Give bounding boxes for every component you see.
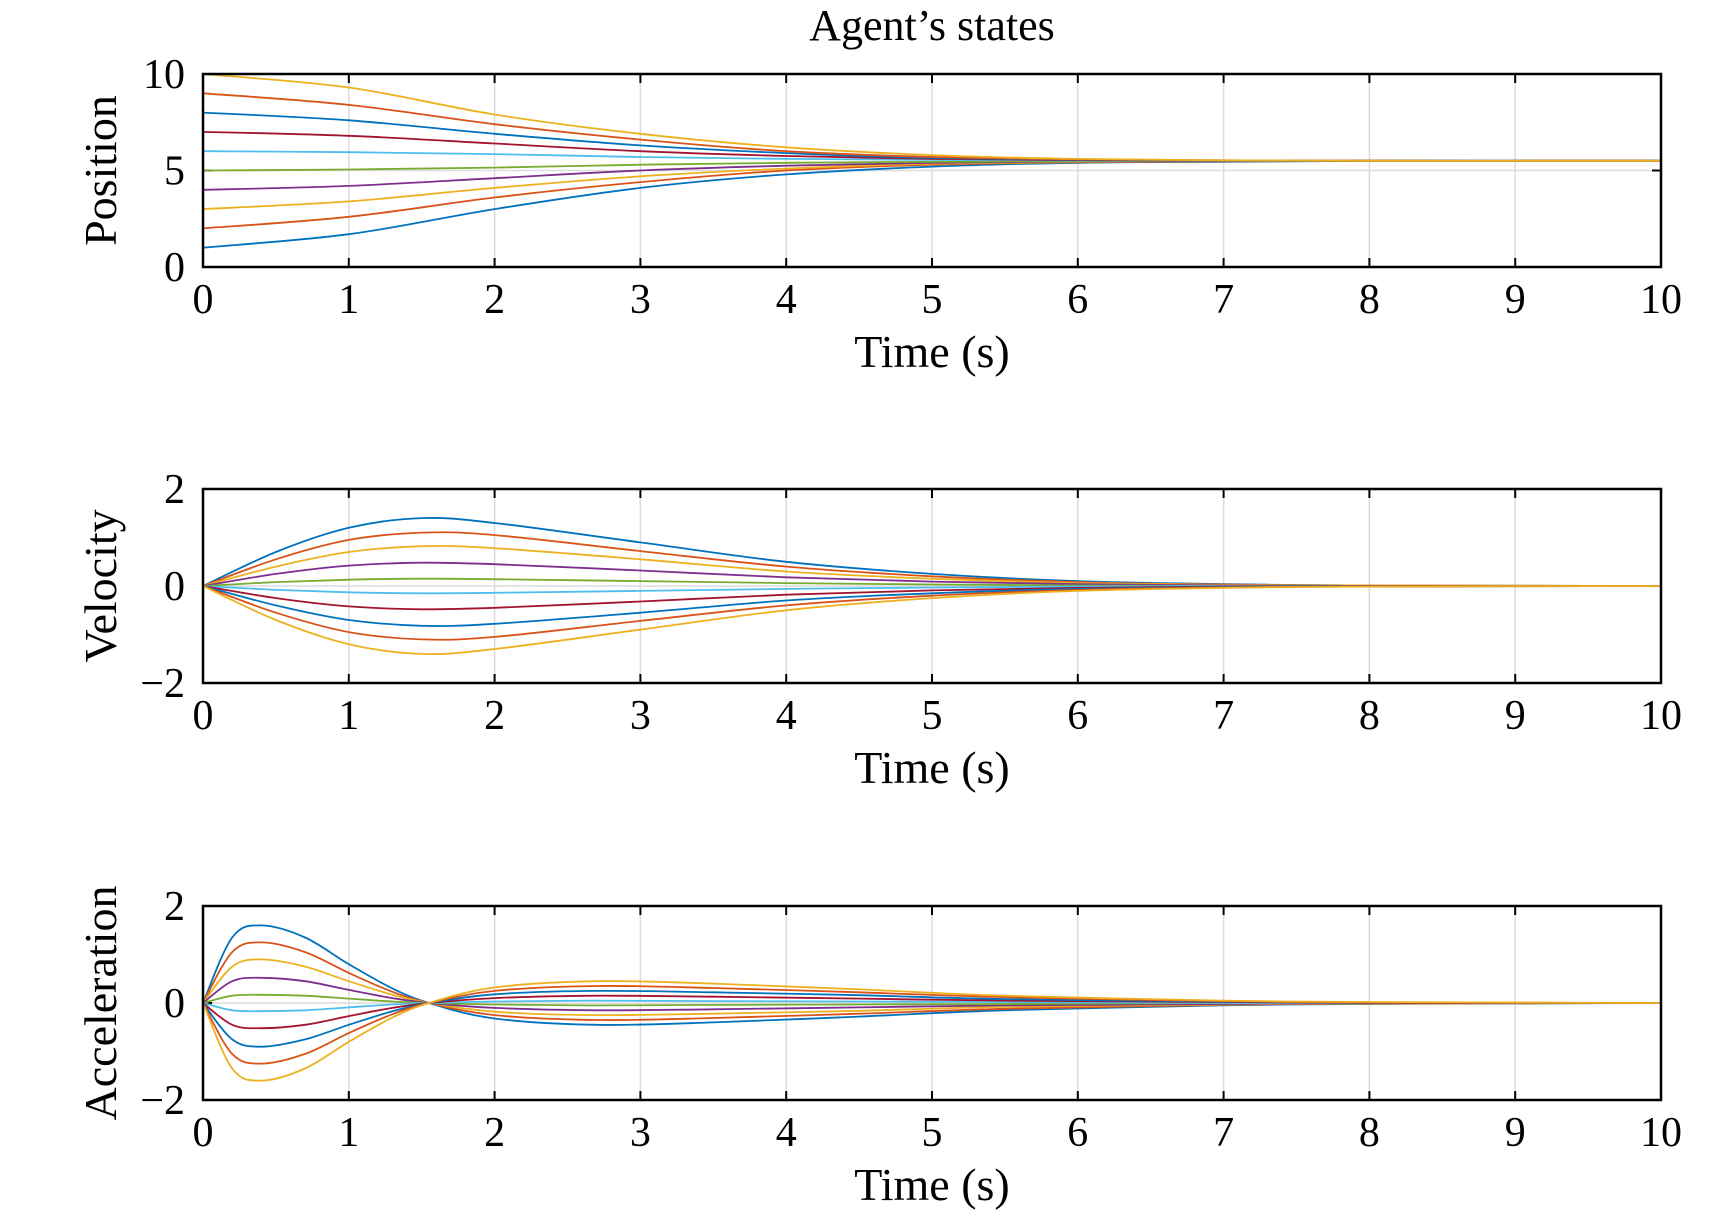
axes-frame: [201, 72, 1663, 269]
x-tick-label: 0: [193, 277, 214, 323]
x-tick-label: 7: [1213, 1110, 1234, 1156]
x-tick-label: 1: [338, 693, 359, 739]
x-tick-label: 6: [1067, 277, 1088, 323]
x-tick-label: 1: [338, 277, 359, 323]
x-tick-label: 8: [1359, 277, 1380, 323]
subplot-position: 0 1 2 3 4 5 6 7 8 9 10 0 5 10 Time (s) Position: [75, 52, 1682, 377]
figure-title: Agent’s states: [809, 1, 1055, 50]
x-axis-label: Time (s): [854, 326, 1010, 377]
x-tick-label: 6: [1067, 693, 1088, 739]
axes-frame: [201, 487, 1663, 685]
y-tick-label: 2: [164, 467, 185, 513]
x-tick-label: 7: [1213, 277, 1234, 323]
x-tick-label: 4: [776, 1110, 797, 1156]
y-tick-label: 10: [143, 52, 185, 98]
x-tick-label: 8: [1359, 1110, 1380, 1156]
x-tick-label: 9: [1505, 693, 1526, 739]
y-tick-label: −2: [140, 1078, 185, 1124]
x-axis-label: Time (s): [854, 1159, 1010, 1210]
x-tick-label: 0: [193, 693, 214, 739]
y-axis-label: Position: [75, 95, 126, 246]
y-tick-label: 5: [164, 149, 185, 195]
x-axis-label: Time (s): [854, 742, 1010, 793]
y-axis-label: Acceleration: [75, 886, 126, 1121]
x-tick-label: 6: [1067, 1110, 1088, 1156]
x-tick-label: 3: [630, 1110, 651, 1156]
x-tick-label: 7: [1213, 693, 1234, 739]
y-tick-label: 0: [164, 245, 185, 291]
series-line-10: [203, 585, 1661, 655]
series-line-10: [203, 980, 1661, 1082]
x-tick-label: 4: [776, 277, 797, 323]
x-tick-label: 9: [1505, 277, 1526, 323]
x-tick-label: 10: [1640, 693, 1682, 739]
y-tick-label: 0: [164, 981, 185, 1027]
x-tick-label: 10: [1640, 277, 1682, 323]
series-group: [203, 517, 1661, 655]
x-tick-label: 3: [630, 277, 651, 323]
x-tick-label: 8: [1359, 693, 1380, 739]
x-tick-label: 5: [922, 1110, 943, 1156]
x-tick-label: 2: [484, 693, 505, 739]
x-tick-label: 2: [484, 1110, 505, 1156]
x-tick-label: 5: [922, 693, 943, 739]
axes-frame: [201, 904, 1663, 1102]
y-axis-label: Velocity: [75, 509, 126, 662]
x-tick-label: 10: [1640, 1110, 1682, 1156]
y-tick-label: −2: [140, 661, 185, 707]
x-tick-label: 5: [922, 277, 943, 323]
x-tick-label: 3: [630, 693, 651, 739]
series-group: [203, 924, 1661, 1082]
x-tick-label: 2: [484, 277, 505, 323]
x-tick-label: 4: [776, 693, 797, 739]
series-group: [203, 74, 1661, 249]
y-tick-label: 0: [164, 564, 185, 610]
x-tick-label: 0: [193, 1110, 214, 1156]
x-tick-label: 9: [1505, 1110, 1526, 1156]
x-tick-label: 1: [338, 1110, 359, 1156]
y-tick-label: 2: [164, 884, 185, 930]
series-line-10: [203, 74, 1661, 162]
